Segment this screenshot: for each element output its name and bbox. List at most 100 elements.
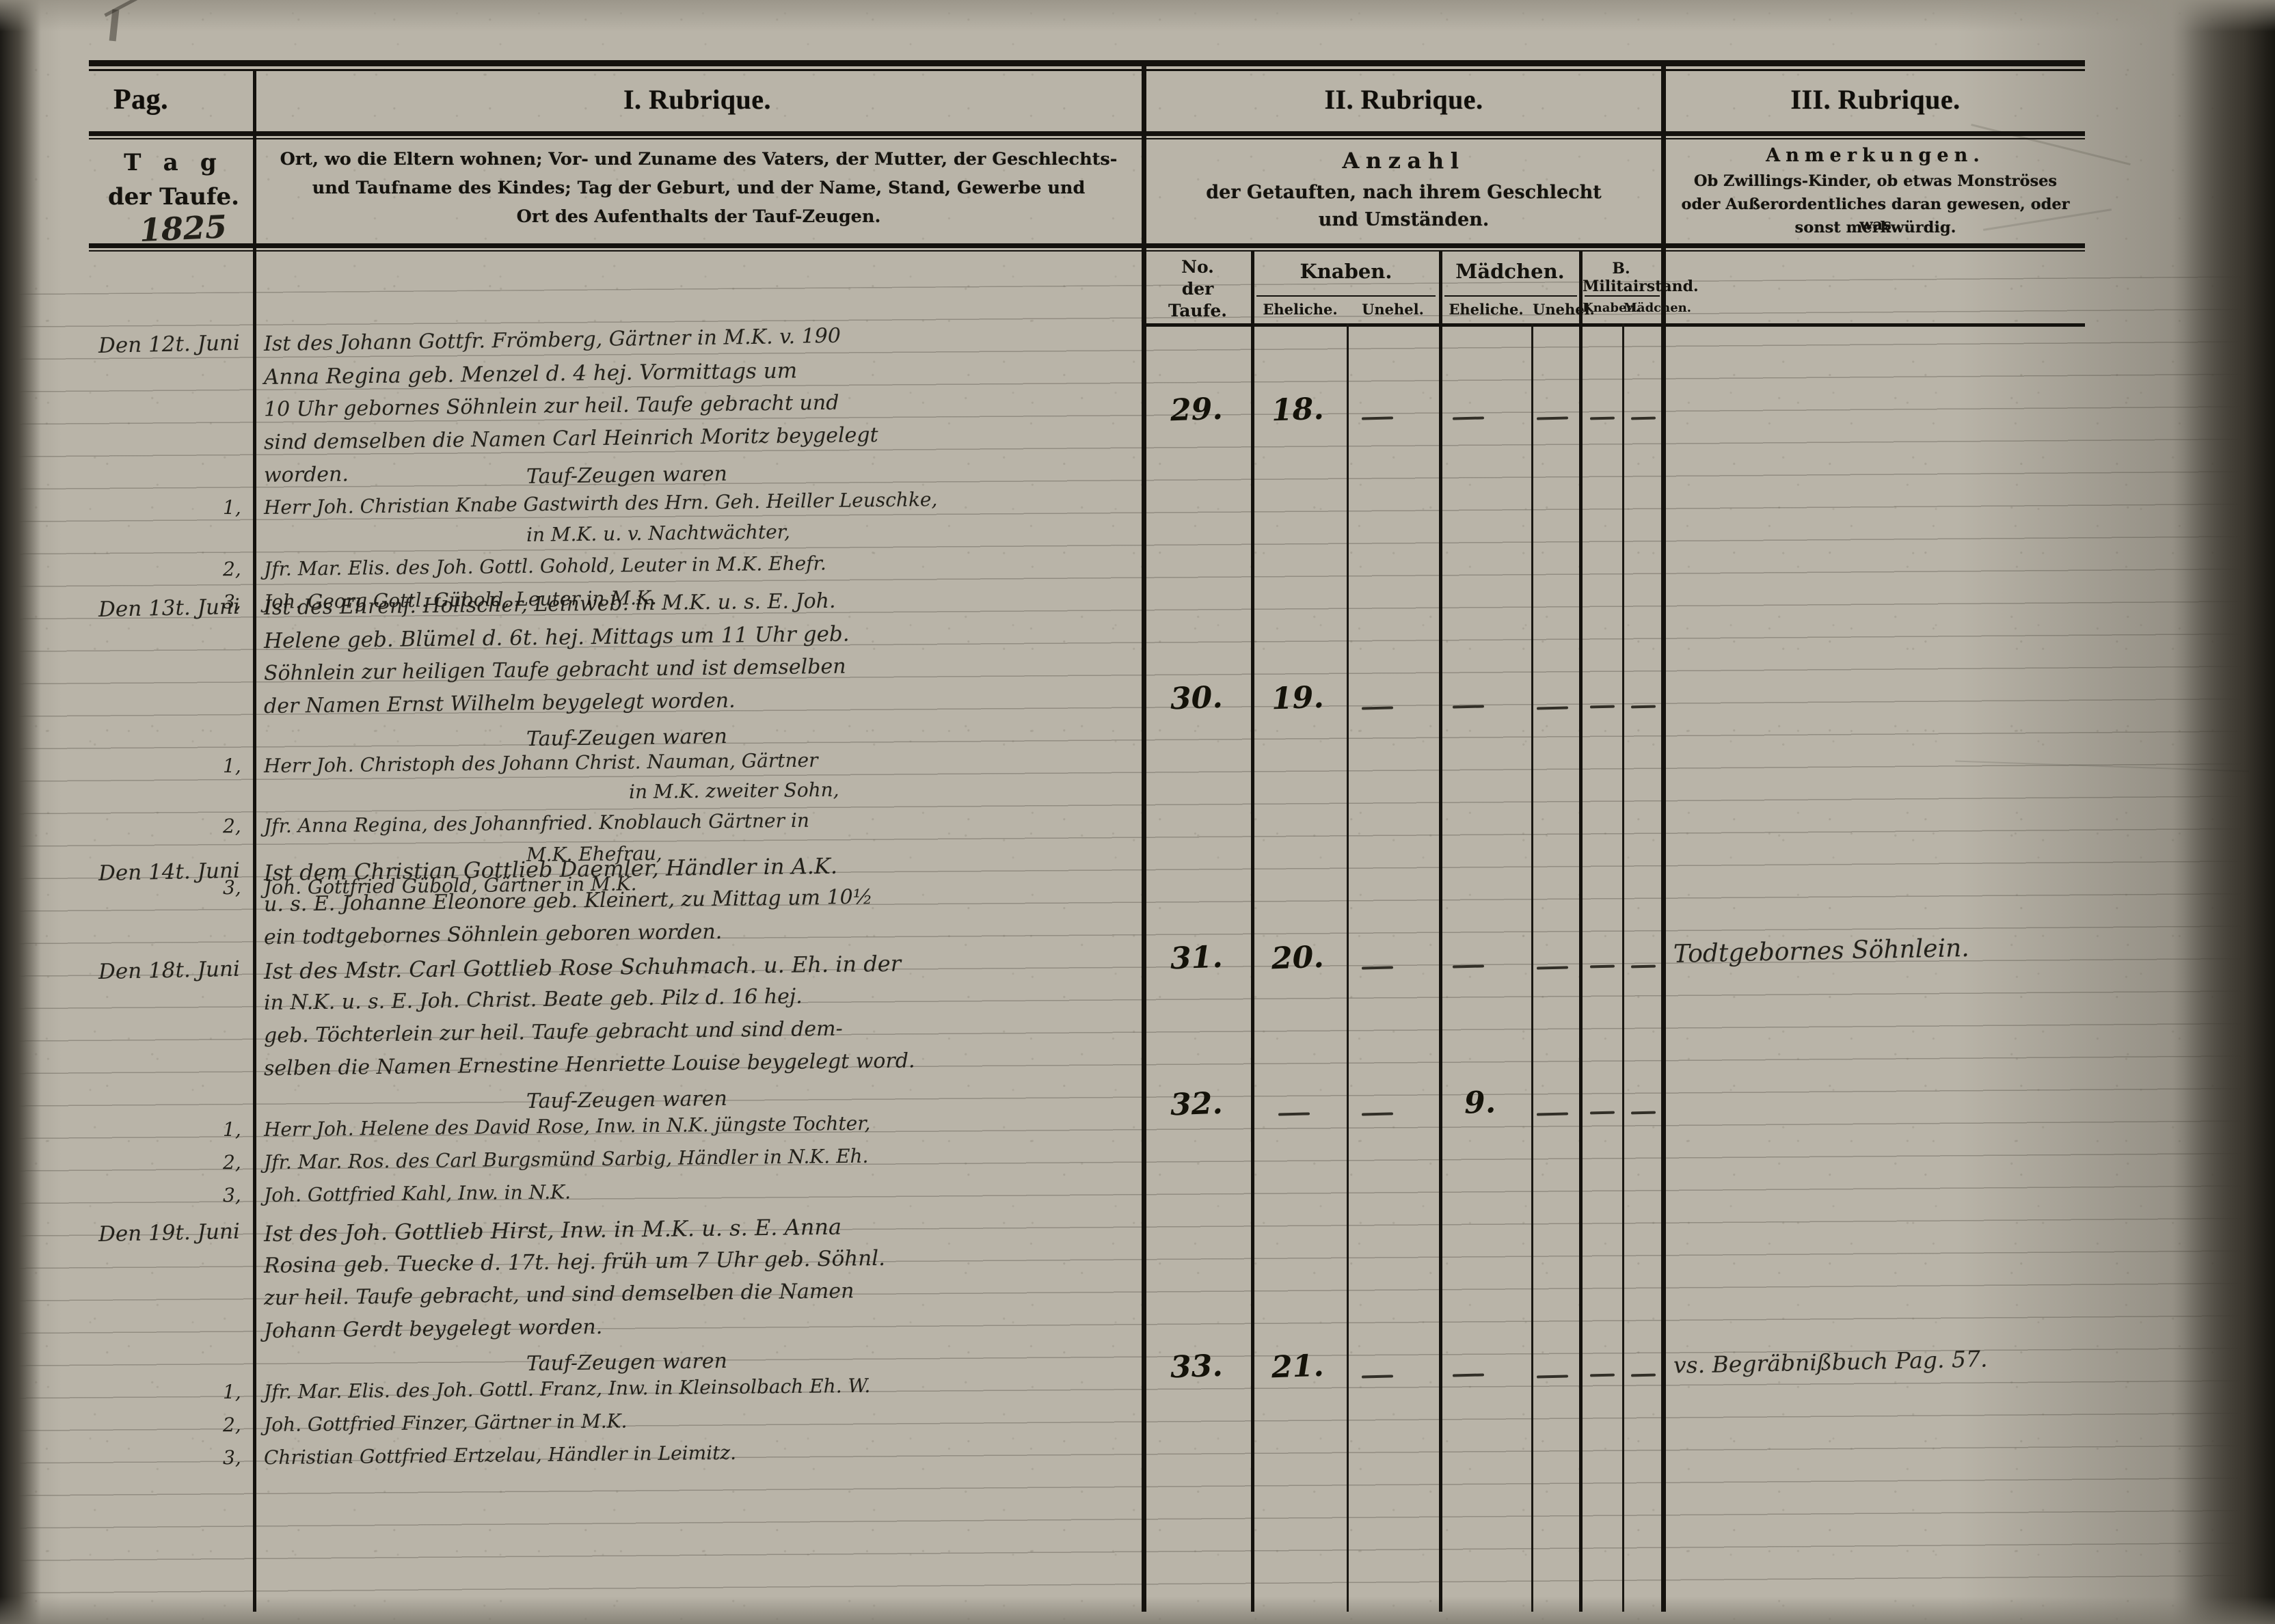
knaben-ehelich-count: 21. xyxy=(1271,1348,1325,1385)
taufe-number: 29. xyxy=(1170,391,1224,429)
entry-date: Den 12t. Juni xyxy=(98,330,241,358)
witness-text: Christian Gottfried Ertzelau, Händler in… xyxy=(263,1441,737,1469)
entry-witness-heading: Tauf-Zeugen waren xyxy=(526,724,727,751)
entry-body-line: ein todtgebornes Söhnlein geboren worden… xyxy=(263,919,723,949)
subhead-knaben-eheliche: Eheliche. xyxy=(1263,301,1338,318)
witness-number: 1, xyxy=(223,1381,241,1403)
subhead-militair-knaben: Knaben. xyxy=(1583,301,1640,315)
rule-under-rubrique-2 xyxy=(89,138,2085,139)
witness-number: 3, xyxy=(223,1184,241,1206)
witness-text: Jfr. Anna Regina, des Johannfried. Knobl… xyxy=(263,809,810,837)
rule-under-rubrique xyxy=(89,131,2085,136)
witness-number: 3, xyxy=(223,876,241,899)
entry-body-line: Rosina geb. Tuecke d. 17t. hej. früh um … xyxy=(263,1245,886,1278)
maedchen-ehelich-dash xyxy=(1452,416,1485,420)
book-spine-shadow xyxy=(0,0,41,1624)
witness-text: in M.K. u. v. Nachtwächter, xyxy=(526,520,791,546)
taufe-number: 31. xyxy=(1170,939,1224,977)
rubrique-2-desc-2: der Getauften, nach ihrem Geschlecht xyxy=(1206,182,1602,203)
subhead-der: der xyxy=(1181,279,1214,299)
witness-number: 1, xyxy=(223,1118,241,1141)
mil-maedchen-dash xyxy=(1630,705,1656,709)
page-right-edge-shadow xyxy=(2172,0,2275,1624)
subhead-militair-maedchen: Mädchen. xyxy=(1624,301,1692,315)
col-sep-rub2-rub3 xyxy=(1661,60,1666,1612)
pag-header: Pag. xyxy=(113,84,169,116)
witness-text: Jfr. Mar. Ros. des Carl Burgsmünd Sarbig… xyxy=(263,1144,869,1174)
col-sep-rub1-rub2 xyxy=(1142,60,1146,1612)
maedchen-unehelich-dash xyxy=(1536,416,1569,420)
maedchen-ehelich-count: 9. xyxy=(1464,1085,1496,1121)
col-sep-maedchen-eh-uneh xyxy=(1531,323,1533,1612)
taufe-number: 33. xyxy=(1170,1348,1224,1385)
rubrique-3-desc-1: Anmerkungen. xyxy=(1766,145,1985,166)
subhead-taufe: Taufe. xyxy=(1168,301,1227,321)
entry-date: Den 13t. Juni xyxy=(98,594,241,622)
col-sep-knaben-eh-uneh xyxy=(1347,323,1349,1612)
entry-anmerkung: Todtgebornes Söhnlein. xyxy=(1673,934,1970,969)
page-top-edge xyxy=(0,0,2275,31)
witness-text: Herr Joh. Helene des David Rose, Inw. in… xyxy=(263,1111,871,1141)
subhead-no: No. xyxy=(1181,257,1214,277)
rule-under-description xyxy=(89,243,2085,248)
witness-text: in M.K. zweiter Sohn, xyxy=(628,778,839,803)
witness-number: 2, xyxy=(223,815,241,837)
witness-text: Herr Joh. Christian Knabe Gastwirth des … xyxy=(263,487,938,519)
rule-top-inner xyxy=(89,69,2085,71)
rubrique-2-desc-3: und Umständen. xyxy=(1318,209,1490,230)
rule-maedchen-group xyxy=(1444,295,1577,297)
witness-number: 3, xyxy=(223,591,241,613)
rule-top-outer xyxy=(89,60,2085,66)
col-sep-militair-kn-md xyxy=(1622,323,1624,1612)
taufe-number: 30. xyxy=(1170,679,1224,717)
rubrique-1-header: I. Rubrique. xyxy=(623,84,772,115)
mil-knaben-dash xyxy=(1589,416,1615,420)
der-taufe-label: der Taufe. xyxy=(107,183,240,211)
knaben-ehelich-count: 20. xyxy=(1271,939,1325,977)
witness-number: 2, xyxy=(223,1413,241,1436)
register-table: Pag. I. Rubrique. II. Rubrique. III. Rub… xyxy=(89,60,2174,1612)
col-sep-maedchen-militair xyxy=(1579,252,1583,1612)
entry-body-line: der Namen Ernst Wilhelm beygelegt worden… xyxy=(263,688,736,718)
subhead-knaben-unehel: Unehel. xyxy=(1362,301,1424,318)
rule-knaben-group xyxy=(1256,295,1436,297)
rubrique-3-desc-3: oder Außerordentliches daran gewesen, od… xyxy=(1681,195,2070,234)
rubrique-1-desc-1: Ort, wo die Eltern wohnen; Vor- und Zuna… xyxy=(280,149,1118,170)
witness-number: 1, xyxy=(223,496,241,519)
subhead-maedchen-eheliche: Eheliche. xyxy=(1449,301,1524,318)
entry-body-line: selben die Namen Ernestine Henriette Lou… xyxy=(263,1048,915,1081)
witness-number: 3, xyxy=(223,1446,241,1469)
maedchen-unehelich-dash xyxy=(1536,966,1569,970)
col-sep-pag-rub1 xyxy=(253,70,256,1612)
maedchen-ehelich-dash xyxy=(1452,705,1485,709)
entry-date: Den 19t. Juni xyxy=(98,1219,241,1247)
witness-text: Jfr. Mar. Elis. des Joh. Gottl. Gohold, … xyxy=(263,552,826,580)
mil-maedchen-dash xyxy=(1630,416,1656,420)
rule-under-description-2 xyxy=(89,250,2085,252)
knaben-ehelich-count: 18. xyxy=(1271,391,1325,429)
entry-body-line: geb. Töchterlein zur heil. Taufe gebrach… xyxy=(263,1016,843,1048)
maedchen-unehelich-dash xyxy=(1536,1375,1569,1379)
rubrique-1-desc-2: und Taufname des Kindes; Tag der Geburt,… xyxy=(312,178,1086,198)
mil-maedchen-dash xyxy=(1630,964,1656,969)
entry-body-line: Ist dem Christian Gottlieb Daemler, Händ… xyxy=(263,852,838,886)
knaben-unehelich-dash xyxy=(1361,416,1394,420)
rule-under-subheads xyxy=(1142,323,2085,327)
entry-body-line: Anna Regina geb. Menzel d. 4 hej. Vormit… xyxy=(263,358,798,390)
mil-knaben-dash xyxy=(1589,1373,1615,1377)
rubrique-1-desc-3: Ort des Aufenthalts der Tauf-Zeugen. xyxy=(516,206,881,227)
maedchen-unehelich-dash xyxy=(1536,1112,1569,1116)
entry-witness-heading: Tauf-Zeugen waren xyxy=(526,461,727,489)
mil-knaben-dash xyxy=(1589,705,1615,709)
rubrique-3-header: III. Rubrique. xyxy=(1790,84,1961,115)
witness-number: 2, xyxy=(223,558,241,580)
maedchen-unehelich-dash xyxy=(1536,706,1569,710)
witness-number: 2, xyxy=(223,1151,241,1174)
taufe-number: 32. xyxy=(1170,1085,1224,1123)
entry-body-line: worden. xyxy=(263,462,349,487)
entry-anmerkung: vs. Begräbnißbuch Pag. 57. xyxy=(1673,1345,1988,1379)
entry-body-line: Ist des Johann Gottfr. Frömberg, Gärtner… xyxy=(263,324,842,356)
